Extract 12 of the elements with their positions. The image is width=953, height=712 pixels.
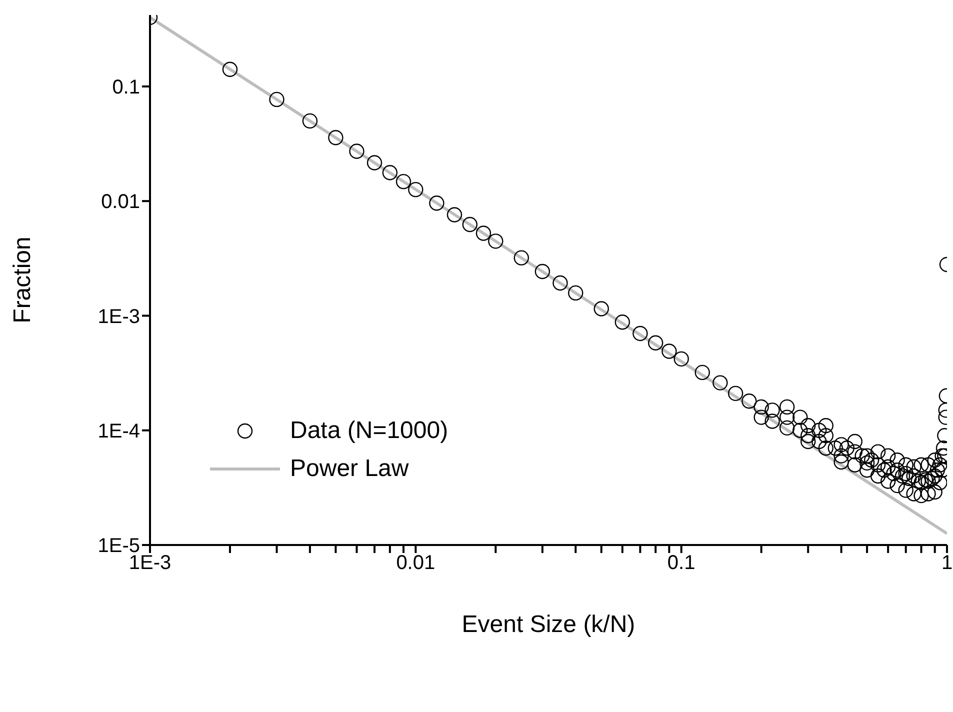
- x-tick-label: 0.1: [667, 552, 696, 574]
- legend-label: Data (N=1000): [290, 417, 448, 445]
- y-tick-label: 0.01: [101, 191, 140, 214]
- x-tick-label: 1E-3: [128, 552, 172, 574]
- y-tick-label: 0.1: [112, 76, 140, 99]
- x-axis-title: Event Size (k/N): [462, 611, 636, 638]
- x-tick-label: 0.01: [396, 552, 436, 574]
- y-axis-title: Fraction: [9, 236, 36, 324]
- y-tick-label: 1E-3: [98, 306, 140, 328]
- y-tick-label: 1E-4: [98, 420, 140, 442]
- x-tick-label: 1: [941, 552, 953, 574]
- legend-label: Power Law: [290, 455, 409, 483]
